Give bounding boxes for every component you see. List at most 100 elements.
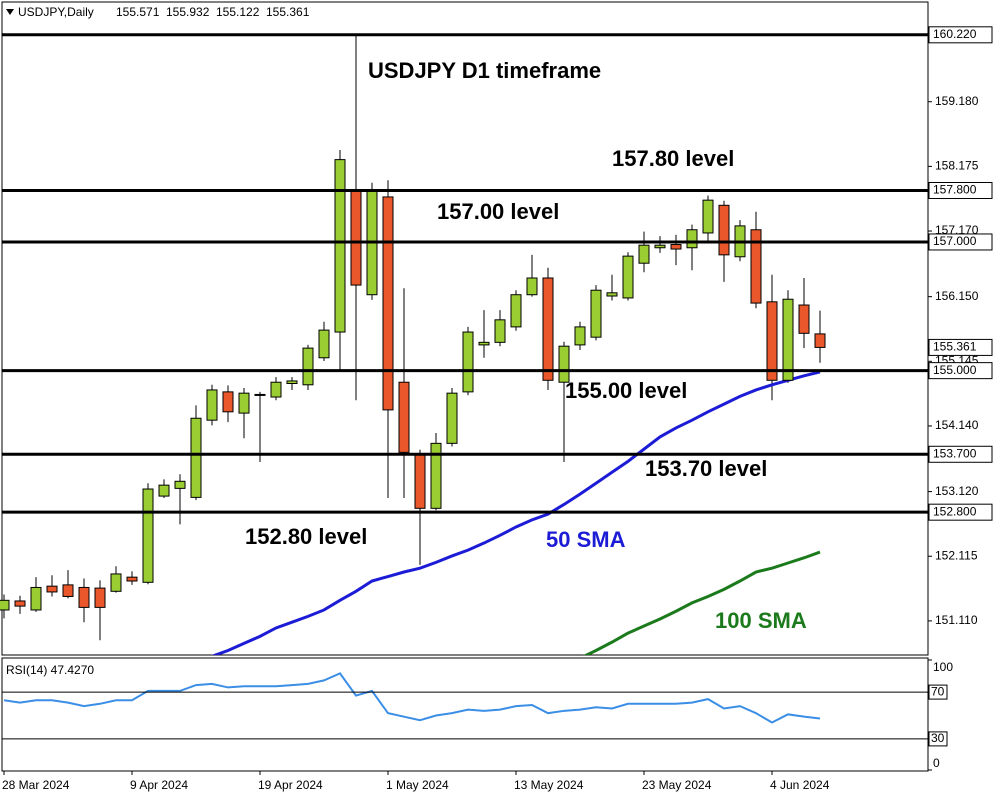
y-tick-label: 156.150 <box>935 289 979 303</box>
candle-body <box>158 484 170 497</box>
candle-body <box>350 189 362 286</box>
level-annotation: 153.70 level <box>645 456 767 481</box>
candle-body <box>718 204 730 256</box>
candle-body <box>414 454 426 509</box>
rsi-plot <box>3 672 821 724</box>
candle-body <box>798 304 810 334</box>
candle-body <box>62 584 74 597</box>
level-box <box>928 503 993 521</box>
rsi-level-label: 70 <box>931 684 945 698</box>
x-tick-label: 9 Apr 2024 <box>130 778 188 792</box>
x-tick-label: 4 Jun 2024 <box>770 778 830 792</box>
level-box <box>928 445 993 463</box>
candle-body <box>238 392 250 414</box>
x-tick-label: 28 Mar 2024 <box>2 778 70 792</box>
level-label: 157.000 <box>933 234 977 248</box>
candle-body <box>190 417 202 498</box>
level-box <box>928 362 993 380</box>
candle-body <box>30 586 42 611</box>
candle-body <box>702 199 714 234</box>
candle-body <box>462 331 474 393</box>
x-tick-label: 23 May 2024 <box>642 778 712 792</box>
candle-body <box>766 301 778 381</box>
header-close: 155.361 <box>266 5 310 19</box>
series-label: 100 SMA <box>715 608 807 633</box>
sma-line <box>211 370 821 655</box>
level-label: 155.000 <box>933 363 977 377</box>
candle-body <box>142 488 154 583</box>
level-label: 157.800 <box>933 183 977 197</box>
candle-body <box>686 229 698 249</box>
candle-body <box>14 600 26 607</box>
y-tick-label: 151.110 <box>935 613 978 627</box>
y-tick-label: 153.120 <box>935 484 979 498</box>
candle-body <box>0 599 10 611</box>
candle-body <box>606 292 618 297</box>
candle-body <box>94 587 106 608</box>
level-annotation: 152.80 level <box>245 524 367 549</box>
candle-body <box>590 289 602 338</box>
candle-body <box>110 573 122 592</box>
candle-body <box>654 244 666 249</box>
candle-body <box>574 326 586 346</box>
candle-body <box>254 393 266 396</box>
rsi-tick-label: 0 <box>933 756 940 770</box>
y-tick-label: 152.115 <box>935 548 978 562</box>
symbol: USDJPY,Daily <box>18 5 94 19</box>
candle-body <box>558 345 570 383</box>
level-annotation: 157.80 level <box>612 146 734 171</box>
header-low: 155.122 <box>216 5 260 19</box>
chart-title: USDJPY D1 timeframe <box>368 58 601 83</box>
candle-body <box>270 381 282 398</box>
level-label: 153.700 <box>933 446 977 460</box>
rsi-level-box <box>928 731 948 747</box>
rsi-title: RSI(14) 47.4270 <box>6 663 94 677</box>
menu-arrow[interactable] <box>6 9 14 15</box>
candle-body <box>78 586 90 608</box>
series-label: 50 SMA <box>546 527 626 552</box>
price-label: 155.361 <box>933 340 977 354</box>
candle-body <box>622 255 634 299</box>
y-tick-label: 158.175 <box>935 159 979 173</box>
rsi-level-box <box>928 684 948 700</box>
candle-body <box>510 294 522 328</box>
x-tick-label: 19 Apr 2024 <box>258 778 323 792</box>
candle-body <box>478 341 490 346</box>
candle-body <box>670 244 682 250</box>
rsi-level-label: 30 <box>931 731 945 745</box>
candle-body <box>206 389 218 421</box>
level-label: 160.220 <box>933 27 977 41</box>
candle-body <box>126 576 138 582</box>
level-label: 152.800 <box>933 504 977 518</box>
candle-body <box>302 347 314 386</box>
candle-body <box>318 329 330 359</box>
candle-body <box>222 391 234 413</box>
x-tick-label: 13 May 2024 <box>514 778 584 792</box>
level-box <box>928 182 993 200</box>
header-high: 155.932 <box>166 5 210 19</box>
y-tick-label: 154.140 <box>935 418 979 432</box>
level-box <box>928 26 993 44</box>
candle-body <box>46 585 58 593</box>
candle-body <box>782 298 794 381</box>
header-open: 155.571 <box>116 5 160 19</box>
x-tick-label: 1 May 2024 <box>386 778 449 792</box>
y-tick-label: 159.180 <box>935 94 979 108</box>
candle-body <box>430 442 442 509</box>
candle-body <box>334 159 346 333</box>
candle-body <box>814 333 826 348</box>
rsi-panel <box>1 657 929 772</box>
candle-body <box>174 480 186 489</box>
rsi-tick-label: 100 <box>933 660 953 674</box>
candle-body <box>446 392 458 444</box>
level-annotation: 157.00 level <box>437 199 559 224</box>
rsi-line <box>3 672 821 724</box>
candle-body <box>750 229 762 304</box>
candle-body <box>526 277 538 296</box>
level-box <box>928 233 993 251</box>
price-box <box>928 338 993 356</box>
level-annotation: 155.00 level <box>565 378 687 403</box>
candle-body <box>382 196 394 411</box>
candle-body <box>638 244 650 264</box>
